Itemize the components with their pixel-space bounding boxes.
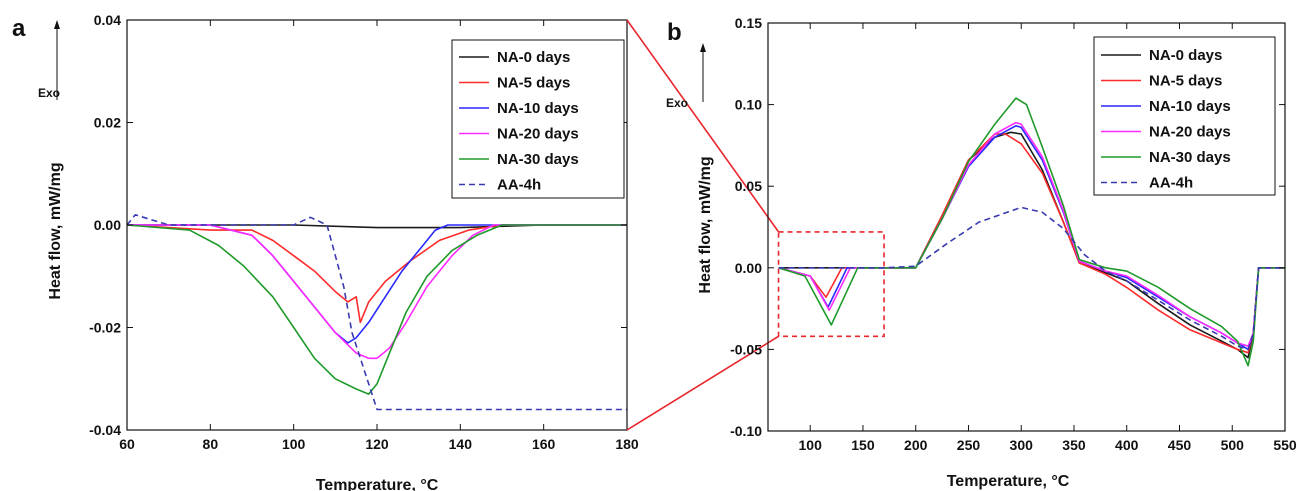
legend-label: NA-20 days (1149, 124, 1231, 141)
panel-label-a: a (12, 15, 26, 42)
series-line-aa-4h (778, 206, 1285, 351)
chart-panel-a: a Exo Heat flow, mW/mg Temperature, °C 6… (12, 12, 639, 491)
x-tick-label: 180 (615, 436, 639, 452)
series-line-na-5-days (126, 224, 627, 324)
x-axis-label-b: Temperature, °C (947, 473, 1070, 490)
legend-label: NA-30 days (497, 151, 579, 168)
x-tick-label: 200 (904, 437, 928, 453)
legend-box-a (451, 39, 625, 199)
y-axis-label-a: Heat flow, mW/mg (47, 162, 64, 299)
y-tick-label: 0.02 (94, 115, 121, 131)
x-tick-label: 300 (1010, 437, 1034, 453)
y-tick-label: -0.10 (730, 423, 762, 439)
legend-label: NA-5 days (1149, 73, 1222, 90)
series-line-aa-4h (126, 214, 627, 411)
y-tick-label: 0.00 (735, 260, 762, 276)
legend-a: NA-0 days NA-5 days NA-10 days NA-20 days NA… (451, 39, 625, 199)
y-tick-label: 0.10 (735, 97, 762, 113)
legend-b: NA-0 days NA-5 days NA-10 days NA-20 days NA… (1093, 36, 1276, 196)
chart-panel-b: b Exo Heat flow, mW/mg Temperature, °C 1… (666, 15, 1297, 490)
legend-label: NA-10 days (497, 100, 579, 117)
series-group-a (126, 214, 627, 411)
legend-label: NA-20 days (497, 126, 579, 143)
x-tick-label: 100 (282, 436, 306, 452)
x-tick-label: 250 (957, 437, 981, 453)
zoom-region-box (777, 231, 885, 338)
y-tick-label: 0.04 (94, 12, 121, 28)
x-tick-label: 80 (203, 436, 219, 452)
zoom-connector-bottom (626, 335, 779, 431)
legend-label: NA-5 days (497, 75, 570, 92)
y-tick-label: 0.00 (94, 217, 121, 233)
legend-label: AA-4h (1149, 175, 1193, 192)
x-tick-label: 120 (365, 436, 389, 452)
y-tick-label: -0.02 (89, 320, 121, 336)
zoom-connector (626, 19, 885, 431)
plot-frame-b (767, 22, 1286, 432)
x-tick-label: 550 (1273, 437, 1297, 453)
x-tick-label: 160 (532, 436, 556, 452)
x-tick-label: 100 (799, 437, 823, 453)
exo-annotation-b: Exo (666, 96, 688, 110)
legend-box-b (1093, 36, 1276, 196)
series-line-na-30-days (126, 224, 627, 395)
legend-label: NA-10 days (1149, 98, 1231, 115)
exo-annotation-a: Exo (38, 86, 60, 100)
x-tick-label: 60 (119, 436, 135, 452)
x-tick-label: 350 (1062, 437, 1086, 453)
x-tick-label: 500 (1221, 437, 1245, 453)
x-axis-label-a: Temperature, °C (316, 477, 439, 491)
y-tick-label: 0.05 (735, 178, 762, 194)
legend-label: AA-4h (497, 177, 541, 194)
y-axis-label-b: Heat flow, mW/mg (697, 156, 714, 293)
legend-label: NA-0 days (497, 49, 570, 66)
x-tick-label: 400 (1115, 437, 1139, 453)
x-tick-label: 450 (1168, 437, 1192, 453)
x-tick-label: 150 (851, 437, 875, 453)
y-tick-label: -0.05 (730, 341, 762, 357)
exo-arrow-head-a (54, 20, 60, 29)
series-line-na-10-days (127, 224, 627, 344)
exo-arrow-head-b (700, 43, 706, 52)
series-line-na-30-days (778, 97, 1285, 367)
panel-label-b: b (667, 19, 682, 46)
series-line-na-20-days (127, 224, 627, 360)
x-tick-label: 140 (449, 436, 473, 452)
series-group-b (778, 97, 1285, 367)
y-tick-label: -0.04 (89, 422, 121, 438)
zoom-connector-top (626, 19, 780, 233)
ticks-group-a: 60 80 100 120 140 160 180 -0.04 -0.02 0.00 0.02 0.0… (89, 12, 639, 452)
legend-label: NA-30 days (1149, 149, 1231, 166)
y-tick-label: 0.15 (735, 15, 762, 31)
ticks-group-b: 100 150 200 250 300 350 400 450 500 550 -0.10 -0.05… (730, 15, 1297, 453)
legend-label: NA-0 days (1149, 47, 1222, 64)
